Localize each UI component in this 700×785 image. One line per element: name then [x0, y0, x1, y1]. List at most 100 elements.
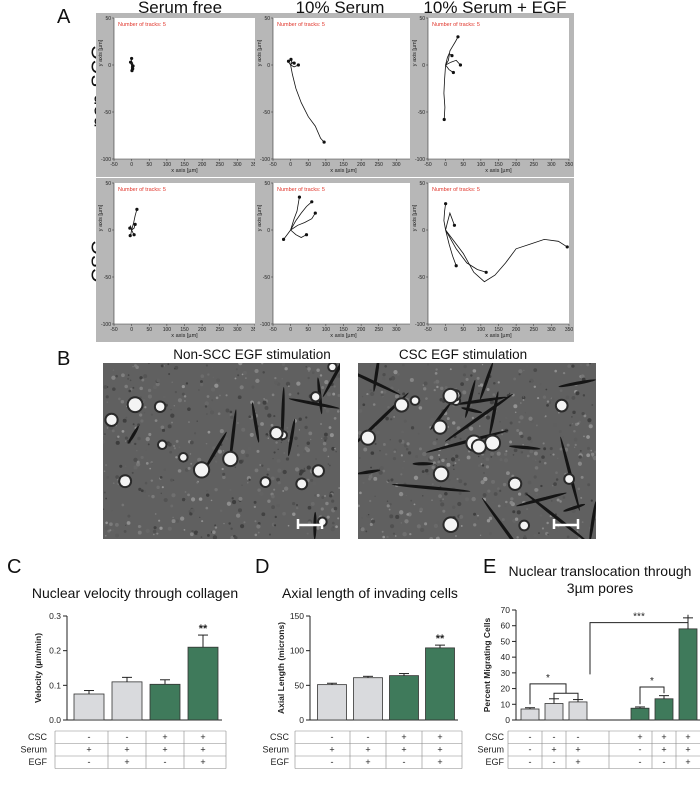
texture-speck — [419, 507, 424, 512]
texture-speck — [505, 416, 508, 420]
texture-speck — [242, 370, 247, 375]
texture-speck — [115, 533, 120, 538]
texture-speck — [314, 494, 317, 497]
texture-speck — [446, 462, 451, 467]
texture-speck — [277, 448, 279, 451]
texture-speck — [105, 395, 109, 399]
texture-speck — [404, 519, 409, 524]
texture-speck — [416, 524, 421, 529]
texture-speck — [270, 476, 275, 481]
texture-speck — [171, 493, 176, 498]
texture-speck — [550, 499, 553, 502]
texture-speck — [533, 385, 537, 388]
condition-sign: + — [685, 745, 690, 755]
texture-speck — [136, 462, 141, 467]
texture-speck — [257, 401, 261, 405]
track-endpoint — [458, 63, 463, 67]
texture-speck — [522, 396, 524, 398]
texture-speck — [109, 522, 113, 527]
y-tick-label: 0.0 — [49, 715, 61, 725]
texture-speck — [285, 457, 290, 461]
y-tick-label: 0 — [422, 228, 425, 234]
texture-speck — [400, 522, 403, 524]
texture-speck — [452, 421, 456, 425]
texture-speck — [307, 367, 311, 371]
texture-speck — [167, 442, 172, 447]
texture-speck — [485, 415, 491, 420]
texture-speck — [446, 417, 450, 420]
texture-speck — [473, 523, 477, 527]
texture-speck — [432, 461, 436, 465]
condition-sign: - — [553, 732, 556, 742]
texture-speck — [171, 421, 173, 424]
bar — [111, 681, 143, 721]
x-tick-label: 300 — [233, 162, 242, 168]
x-tick-label: 0 — [130, 327, 133, 333]
texture-speck — [151, 494, 155, 499]
texture-speck — [479, 534, 482, 536]
condition-sign: + — [401, 745, 406, 755]
condition-row-label: CSC — [28, 732, 48, 742]
texture-speck — [287, 441, 289, 444]
texture-speck — [212, 535, 218, 539]
texture-speck — [459, 437, 462, 440]
texture-speck — [331, 499, 335, 503]
texture-speck — [379, 466, 384, 471]
condition-sign: + — [124, 757, 129, 767]
texture-speck — [214, 383, 219, 388]
texture-speck — [370, 451, 375, 455]
texture-speck — [508, 392, 511, 395]
elongated-cell — [358, 469, 381, 475]
round-cell — [271, 427, 282, 439]
x-tick-label: 150 — [339, 327, 348, 333]
texture-speck — [153, 533, 155, 536]
texture-speck — [212, 446, 216, 450]
texture-speck — [112, 387, 116, 391]
y-tick-label: 0 — [422, 63, 425, 69]
texture-speck — [103, 385, 108, 389]
texture-speck — [193, 530, 199, 535]
texture-speck — [462, 373, 466, 377]
texture-speck — [534, 487, 539, 492]
y-tick-label: 20 — [501, 684, 511, 694]
texture-speck — [154, 419, 158, 423]
texture-speck — [328, 426, 332, 429]
texture-speck — [257, 521, 261, 525]
y-tick-label: 0.1 — [49, 680, 61, 690]
round-cell — [106, 414, 117, 426]
texture-speck — [363, 447, 368, 452]
x-tick-label: 300 — [233, 327, 242, 333]
x-tick-label: 0 — [444, 327, 447, 333]
texture-speck — [589, 392, 592, 394]
texture-speck — [133, 465, 138, 470]
round-cell — [120, 476, 131, 487]
texture-speck — [398, 439, 403, 443]
texture-speck — [310, 478, 314, 482]
condition-sign: - — [663, 757, 666, 767]
texture-speck — [241, 484, 243, 486]
texture-speck — [328, 462, 330, 464]
texture-speck — [123, 529, 127, 533]
texture-speck — [337, 393, 340, 397]
condition-sign: - — [88, 732, 91, 742]
track-endpoint — [128, 226, 132, 230]
texture-speck — [174, 390, 178, 394]
texture-speck — [147, 443, 150, 446]
texture-speck — [189, 453, 192, 455]
x-tick-label: 200 — [198, 162, 207, 168]
texture-speck — [150, 413, 154, 416]
texture-speck — [431, 499, 433, 501]
texture-speck — [454, 477, 457, 480]
condition-sign: + — [124, 745, 129, 755]
x-axis-label: x axis [µm] — [485, 333, 512, 339]
y-tick-label: -50 — [418, 110, 425, 116]
round-cell — [472, 440, 485, 453]
condition-sign: - — [164, 757, 167, 767]
texture-speck — [173, 367, 176, 370]
texture-speck — [557, 457, 559, 459]
texture-speck — [170, 504, 174, 508]
texture-speck — [410, 426, 415, 430]
texture-speck — [510, 497, 514, 501]
texture-speck — [294, 436, 298, 441]
